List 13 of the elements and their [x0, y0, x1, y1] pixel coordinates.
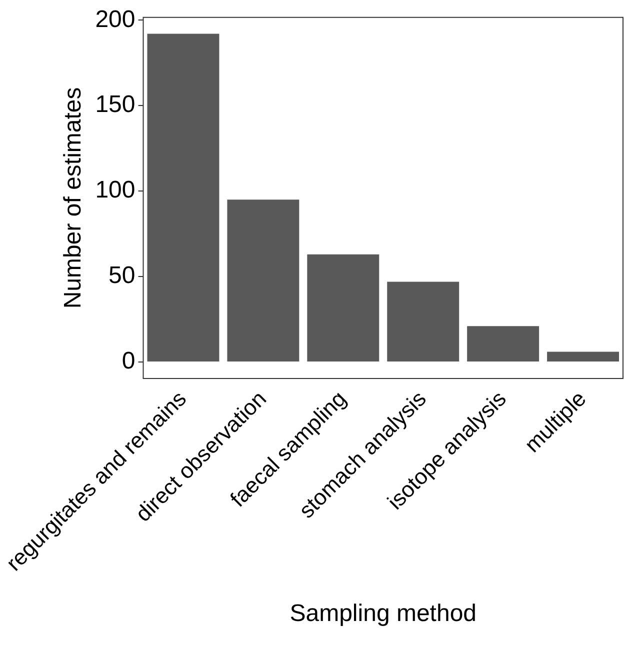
y-axis-title: Number of estimates [59, 87, 86, 309]
bar [547, 352, 619, 362]
bar [387, 282, 460, 362]
y-tick-label: 50 [108, 262, 136, 290]
bar [467, 326, 540, 362]
x-axis-title: Sampling method [290, 600, 477, 628]
y-tick-label: 200 [95, 6, 136, 33]
bar [307, 254, 380, 362]
bar [227, 200, 300, 362]
bar [147, 34, 220, 362]
y-tick-label: 100 [95, 176, 136, 204]
y-tick-label: 150 [95, 91, 136, 118]
y-tick-label: 0 [122, 348, 136, 375]
